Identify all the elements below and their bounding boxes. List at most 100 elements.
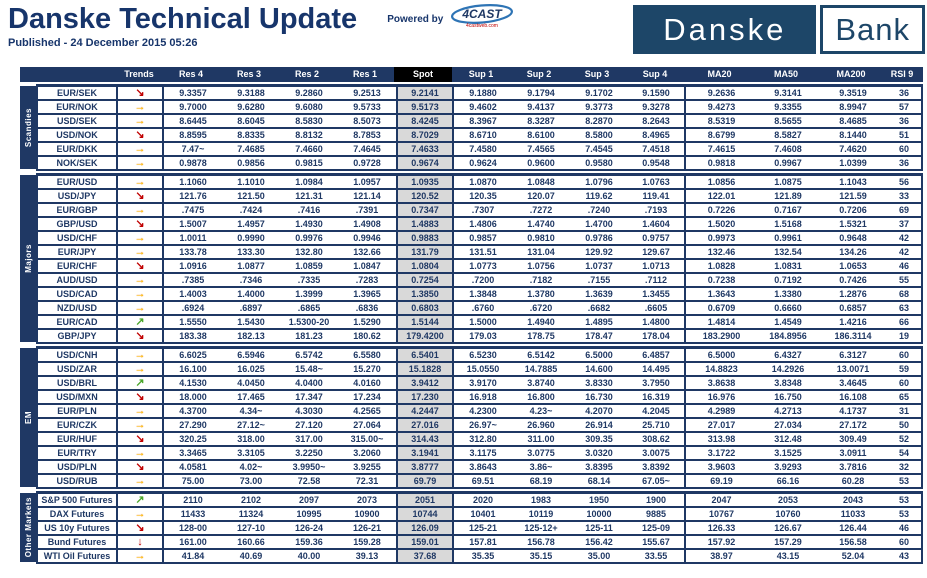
res1-value: 1.5290 [338,316,396,330]
res2-value: 1.5300-20 [280,316,338,330]
header-blank [36,67,116,82]
rsi9-value: 36 [887,157,921,169]
table-row: EUR/HUF ↘ 320.25 318.00 317.00 315.00~ 314.43 3… [38,433,921,447]
sup1-value: 6.5230 [454,349,512,363]
rsi9-value: 52 [887,433,921,447]
res2-value: 10995 [280,508,338,522]
sup1-value: 1.4806 [454,218,512,232]
spot-value: 0.7254 [396,274,454,288]
ma20-value: 1.0828 [686,260,757,274]
spot-value: 69.79 [396,475,454,487]
rsi9-value: 37 [887,218,921,232]
sup2-value: 3.0775 [512,447,570,461]
trend-cell: ↘ [118,218,164,232]
sup2-value: 35.15 [512,550,570,562]
ma50-value: 2053 [757,494,819,508]
table-row: EUR/USD → 1.1060 1.1010 1.0984 1.0957 1.0935 1.… [38,176,921,190]
sup4-value: .7193 [628,204,686,218]
instrument-name: Bund Futures [38,536,118,550]
spot-value: 9.5173 [396,101,454,115]
res3-value: 133.30 [222,246,280,260]
table-row: EUR/JPY → 133.78 133.30 132.80 132.66 131.79 13… [38,246,921,260]
sup1-value: 2020 [454,494,512,508]
res1-value: 27.064 [338,419,396,433]
fourcast-logo: 4CAST 4castweb.com [449,3,515,35]
sup4-value: 14.495 [628,363,686,377]
res2-value: 8.8132 [280,129,338,143]
ma200-value: 186.3114 [819,330,887,342]
trend-cell: → [118,204,164,218]
spot-value: 8.7029 [396,129,454,143]
group-label: Majors [23,244,33,273]
group-rows: USD/CNH → 6.6025 6.5946 6.5742 6.5580 6.5401 6.… [36,346,923,489]
sup3-value: 68.14 [570,475,628,487]
res1-value: 9.2513 [338,87,396,101]
spot-value: 0.7347 [396,204,454,218]
trend-flat-icon: → [134,349,146,361]
res4-value: 1.0011 [164,232,222,246]
ma20-value: 27.017 [686,419,757,433]
spot-value: 37.68 [396,550,454,562]
column-header-sup3: Sup 3 [584,69,610,79]
instrument-name: EUR/PLN [38,405,118,419]
table-row: DAX Futures → 11433 11324 10995 10900 10744 104… [38,508,921,522]
trend-cell: → [118,232,164,246]
trend-flat-icon: → [134,288,146,300]
res2-value: 17.347 [280,391,338,405]
ma50-value: 3.1525 [757,447,819,461]
sup4-value: 8.4965 [628,129,686,143]
ma20-value: 3.9603 [686,461,757,475]
ma200-value: 1.2876 [819,288,887,302]
res4-value: 27.290 [164,419,222,433]
instrument-name: EUR/CAD [38,316,118,330]
ma50-value: 0.7167 [757,204,819,218]
instrument-name: NOK/SEK [38,157,118,169]
res1-value: 1.0957 [338,176,396,190]
rsi9-value: 32 [887,461,921,475]
trend-flat-icon: → [134,101,146,113]
ma20-value: 126.33 [686,522,757,536]
trend-cell: → [118,475,164,487]
ma200-value: 2043 [819,494,887,508]
rsi9-value: 66 [887,316,921,330]
trend-down-icon: ↘ [135,522,145,534]
column-header-res3: Res 3 [236,69,262,79]
res3-value: 3.3105 [222,447,280,461]
sup2-value: 16.800 [512,391,570,405]
sup1-value: 15.0550 [454,363,512,377]
sup1-value: 9.1880 [454,87,512,101]
res2-value: 7.4660 [280,143,338,157]
ma50-value: 312.48 [757,433,819,447]
ma20-value: 9.4273 [686,101,757,115]
sup3-value: 16.730 [570,391,628,405]
res1-value: 8.5073 [338,115,396,129]
trend-up-icon: ↗ [135,377,145,389]
trend-flat-icon: → [134,274,146,286]
sup1-value: 8.3967 [454,115,512,129]
rsi9-value: 42 [887,246,921,260]
spot-value: 1.0935 [396,176,454,190]
sup3-value: 3.8330 [570,377,628,391]
sup4-value: 119.41 [628,190,686,204]
res4-value: 41.84 [164,550,222,562]
res3-value: 40.69 [222,550,280,562]
sup2-value: 8.6100 [512,129,570,143]
instrument-name: EUR/SEK [38,87,118,101]
instrument-name: USD/CNH [38,349,118,363]
sup1-value: 8.6710 [454,129,512,143]
res2-value: 0.9815 [280,157,338,169]
res3-value: 1.4000 [222,288,280,302]
column-header-rsi9: RSI 9 [890,69,914,79]
trend-cell: ↗ [118,377,164,391]
sup2-value: 1.0756 [512,260,570,274]
trend-cell: ↘ [118,190,164,204]
res2-value: 1.4930 [280,218,338,232]
spot-value: 15.1828 [396,363,454,377]
trend-cell: → [118,349,164,363]
rsi9-value: 60 [887,377,921,391]
instrument-name: EUR/JPY [38,246,118,260]
spot-value: 3.9412 [396,377,454,391]
table-row: USD/CNH → 6.6025 6.5946 6.5742 6.5580 6.5401 6.… [38,349,921,363]
column-header-sup1: Sup 1 [468,69,494,79]
sup1-value: 1.0773 [454,260,512,274]
